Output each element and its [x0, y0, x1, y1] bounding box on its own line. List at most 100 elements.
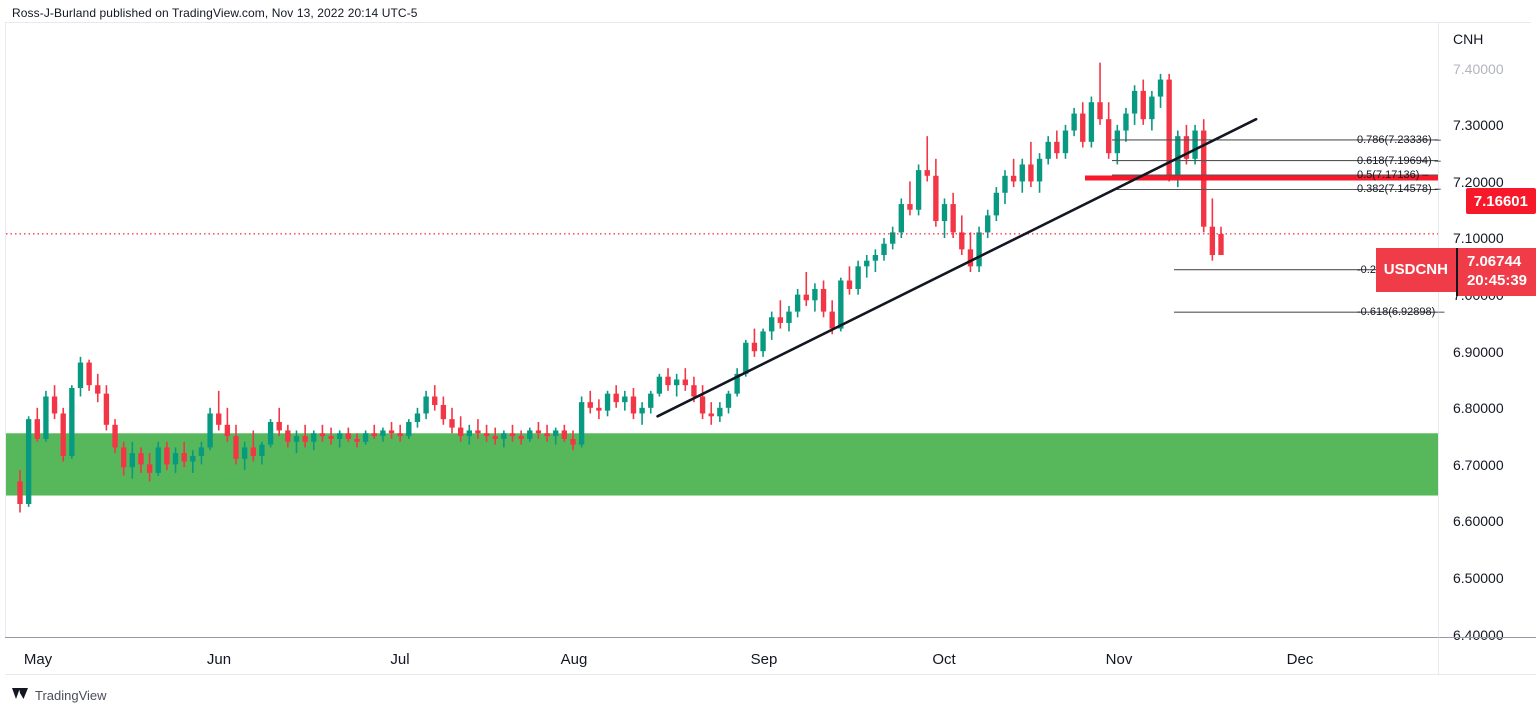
- candle-body: [933, 175, 939, 222]
- symbol-label: USDCNH: [1375, 247, 1456, 292]
- time-tick: Jun: [206, 651, 232, 668]
- candle-body: [1002, 175, 1008, 193]
- tradingview-logo: TradingView: [12, 687, 107, 703]
- candle-body: [1054, 141, 1060, 154]
- candle-body: [60, 413, 66, 456]
- quote-block: 7.06744 20:45:39: [1455, 247, 1536, 296]
- fib-level-label: -0.618(6.92898) –: [1357, 306, 1445, 319]
- candle-body: [855, 266, 861, 289]
- candle-body: [1097, 102, 1103, 120]
- candle-body: [449, 419, 455, 428]
- candle-body: [673, 379, 680, 386]
- time-tick: Sep: [750, 651, 778, 668]
- candle-body: [69, 388, 75, 456]
- candle-body: [77, 362, 84, 389]
- candle-body: [812, 288, 818, 301]
- candle-body: [587, 402, 593, 408]
- candle-body: [760, 331, 766, 352]
- candle-body: [535, 430, 542, 434]
- candle-body: [51, 396, 58, 414]
- candle-body: [708, 413, 714, 417]
- fib-level-label: 0.5(7.17136) –: [1357, 169, 1429, 182]
- candle-body: [501, 433, 507, 439]
- candle-body: [1105, 119, 1112, 154]
- candle-body: [630, 396, 637, 414]
- candle-body: [328, 436, 334, 439]
- candle-body: [1028, 164, 1034, 182]
- candle-body: [544, 433, 550, 437]
- candle-body: [43, 396, 49, 439]
- candle-body: [777, 317, 784, 323]
- candle-body: [337, 433, 343, 439]
- candle-body: [259, 444, 265, 456]
- candle-body: [1080, 113, 1086, 142]
- candle-body: [527, 430, 533, 439]
- candle-body: [216, 413, 222, 425]
- candle-body: [691, 385, 697, 397]
- candle-body: [924, 170, 930, 176]
- uptrend-line: [656, 117, 1258, 418]
- candle-body: [345, 433, 352, 439]
- candle-body: [941, 204, 948, 222]
- candle-body: [1131, 90, 1138, 114]
- price-tick: 6.70000: [1453, 456, 1504, 473]
- candle-body: [639, 407, 645, 414]
- candle-body: [181, 453, 187, 462]
- candle-body: [648, 393, 654, 408]
- price-tick: 6.90000: [1453, 343, 1504, 360]
- candle-body: [483, 433, 490, 437]
- candle-body: [976, 232, 982, 267]
- candle-body: [121, 447, 127, 468]
- support-zone-rect: [6, 433, 1438, 496]
- time-tick: May: [23, 651, 53, 668]
- candle-body: [17, 481, 23, 505]
- candle-body: [406, 421, 412, 437]
- candle-body: [1010, 175, 1017, 182]
- fib-level-label: 0.618(7.19694) –: [1357, 154, 1441, 167]
- candle-body: [1157, 79, 1164, 97]
- candle-body: [86, 362, 92, 386]
- candle-body: [103, 393, 110, 425]
- time-tick: Aug: [560, 651, 588, 668]
- candle-body: [889, 232, 896, 244]
- candle-body: [1123, 113, 1129, 131]
- candle-body: [224, 424, 231, 437]
- candle-body: [915, 170, 922, 210]
- candle-body: [803, 294, 809, 301]
- candle-body: [725, 393, 732, 408]
- price-axis[interactable]: CNH 7.400007.300007.200007.100007.000006…: [1375, 23, 1536, 643]
- candle-body: [414, 413, 421, 422]
- candle-body: [207, 413, 213, 448]
- chart-plot-area[interactable]: [6, 23, 1438, 637]
- candle-body: [743, 342, 749, 374]
- time-tick: Jul: [390, 651, 410, 668]
- candle-body: [267, 421, 274, 445]
- price-tick: 6.60000: [1453, 513, 1504, 530]
- candle-body: [907, 204, 913, 210]
- candle-body: [553, 430, 559, 437]
- candle-body: [1149, 96, 1155, 120]
- candle-body: [276, 421, 282, 431]
- candle-body: [1088, 102, 1095, 142]
- candle-body: [319, 433, 326, 437]
- candle-body: [190, 455, 196, 462]
- candle-body: [769, 317, 775, 332]
- candle-body: [734, 373, 740, 394]
- time-axis[interactable]: May Jun Jul Aug Sep Oct Nov Dec: [5, 637, 1438, 675]
- tv-glyph-icon: [12, 688, 28, 699]
- resistance-price-value: 7.16601: [1473, 192, 1528, 210]
- candle-body: [432, 396, 438, 405]
- candle-body: [285, 430, 291, 442]
- candle-body: [354, 438, 360, 442]
- candle-body: [898, 204, 904, 233]
- candle-body: [311, 433, 317, 442]
- candle-body: [423, 396, 429, 414]
- price-tick: 7.10000: [1453, 230, 1504, 247]
- candle-body: [1209, 226, 1216, 256]
- candle-body: [570, 438, 576, 445]
- candle-body: [829, 311, 835, 329]
- candlestick-chart-svg: [6, 62, 1438, 513]
- candle-body: [561, 430, 568, 439]
- candle-body: [397, 433, 403, 437]
- candle-body: [25, 419, 32, 505]
